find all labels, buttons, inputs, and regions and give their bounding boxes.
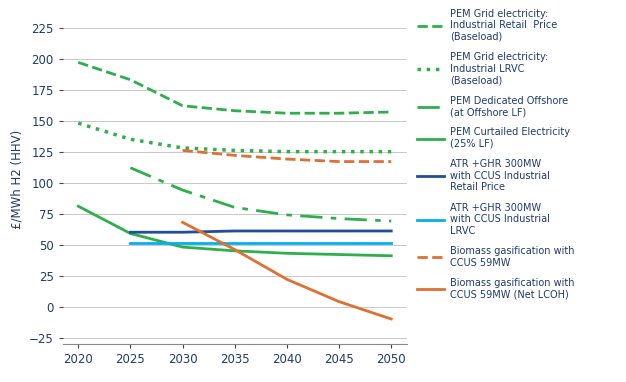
Y-axis label: £/MWh H2 (HHV): £/MWh H2 (HHV) [10, 130, 23, 229]
Legend: PEM Grid electricity:
Industrial Retail  Price
(Baseload), PEM Grid electricity:: PEM Grid electricity: Industrial Retail … [418, 9, 575, 299]
